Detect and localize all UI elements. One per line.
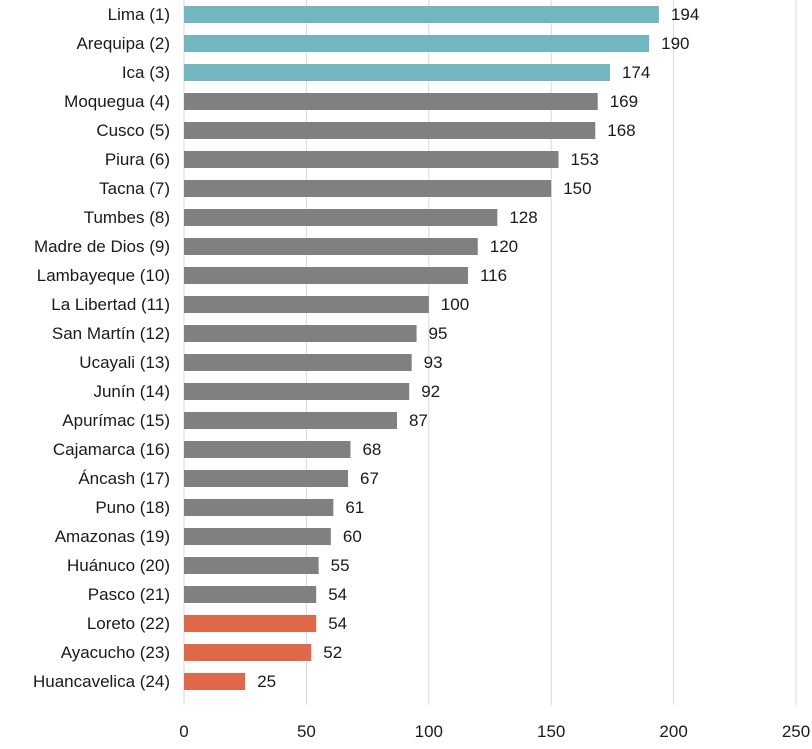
value-label: 194 <box>671 5 699 24</box>
value-label: 54 <box>328 614 347 633</box>
x-axis-ticks: 0 50 100 150 200 250 <box>179 722 810 741</box>
value-labels: 194 190 174 169 168 153 150 128 120 116 100 95 93 92 8… <box>257 5 699 691</box>
category-label: Arequipa (2) <box>76 34 170 53</box>
x-tick-label: 150 <box>537 722 565 741</box>
category-label: Apurímac (15) <box>62 411 170 430</box>
x-tick-label: 250 <box>782 722 810 741</box>
bar <box>184 6 659 23</box>
value-label: 153 <box>571 150 599 169</box>
value-label: 87 <box>409 411 428 430</box>
bar <box>184 64 610 81</box>
bar <box>184 412 397 429</box>
x-tick-label: 50 <box>297 722 316 741</box>
value-label: 61 <box>345 498 364 517</box>
category-label: Madre de Dios (9) <box>34 237 170 256</box>
category-label: Moquegua (4) <box>64 92 170 111</box>
category-label: Cusco (5) <box>96 121 170 140</box>
bar <box>184 354 412 371</box>
category-labels: Lima (1) Arequipa (2) Ica (3) Moquegua (4) C… <box>33 5 170 691</box>
value-label: 52 <box>323 643 342 662</box>
category-label: Ica (3) <box>122 63 170 82</box>
category-label: Tacna (7) <box>99 179 170 198</box>
bar <box>184 441 351 458</box>
value-label: 54 <box>328 585 347 604</box>
value-label: 169 <box>610 92 638 111</box>
bar <box>184 325 417 342</box>
x-tick-label: 100 <box>415 722 443 741</box>
value-label: 120 <box>490 237 518 256</box>
x-tick-label: 200 <box>659 722 687 741</box>
category-label: Puno (18) <box>95 498 170 517</box>
bar <box>184 528 331 545</box>
category-label: Loreto (22) <box>87 614 170 633</box>
bar <box>184 557 319 574</box>
value-label: 150 <box>563 179 591 198</box>
bar <box>184 644 312 661</box>
category-label: Ucayali (13) <box>79 353 170 372</box>
value-label: 60 <box>343 527 362 546</box>
value-label: 25 <box>257 672 276 691</box>
bar <box>184 586 317 603</box>
bar <box>184 499 334 516</box>
value-label: 128 <box>509 208 537 227</box>
category-label: Lima (1) <box>108 5 170 24</box>
bar <box>184 383 410 400</box>
value-label: 93 <box>424 353 443 372</box>
value-label: 68 <box>362 440 381 459</box>
category-label: Áncash (17) <box>78 469 170 488</box>
category-label: Junín (14) <box>93 382 170 401</box>
bar <box>184 93 598 110</box>
value-label: 95 <box>429 324 448 343</box>
bar <box>184 35 650 52</box>
bar <box>184 151 559 168</box>
bar <box>184 238 478 255</box>
value-label: 174 <box>622 63 650 82</box>
category-label: Pasco (21) <box>88 585 170 604</box>
bar <box>184 267 468 284</box>
category-label: Huancavelica (24) <box>33 672 170 691</box>
bars <box>184 6 659 690</box>
category-label: La Libertad (11) <box>51 295 170 314</box>
value-label: 100 <box>441 295 469 314</box>
x-tick-label: 0 <box>179 722 188 741</box>
category-label: Cajamarca (16) <box>53 440 170 459</box>
bar <box>184 470 349 487</box>
category-label: Piura (6) <box>105 150 170 169</box>
value-label: 55 <box>331 556 350 575</box>
bar <box>184 673 246 690</box>
category-label: Lambayeque (10) <box>37 266 170 285</box>
value-label: 92 <box>421 382 440 401</box>
bar <box>184 296 429 313</box>
value-label: 190 <box>661 34 689 53</box>
category-label: Huánuco (20) <box>67 556 170 575</box>
category-label: San Martín (12) <box>52 324 170 343</box>
value-label: 116 <box>480 266 507 285</box>
category-label: Tumbes (8) <box>84 208 170 227</box>
value-label: 67 <box>360 469 379 488</box>
bar <box>184 180 552 197</box>
bar <box>184 615 317 632</box>
bar <box>184 122 596 139</box>
bar <box>184 209 498 226</box>
category-label: Amazonas (19) <box>55 527 170 546</box>
value-label: 168 <box>607 121 635 140</box>
category-label: Ayacucho (23) <box>61 643 170 662</box>
